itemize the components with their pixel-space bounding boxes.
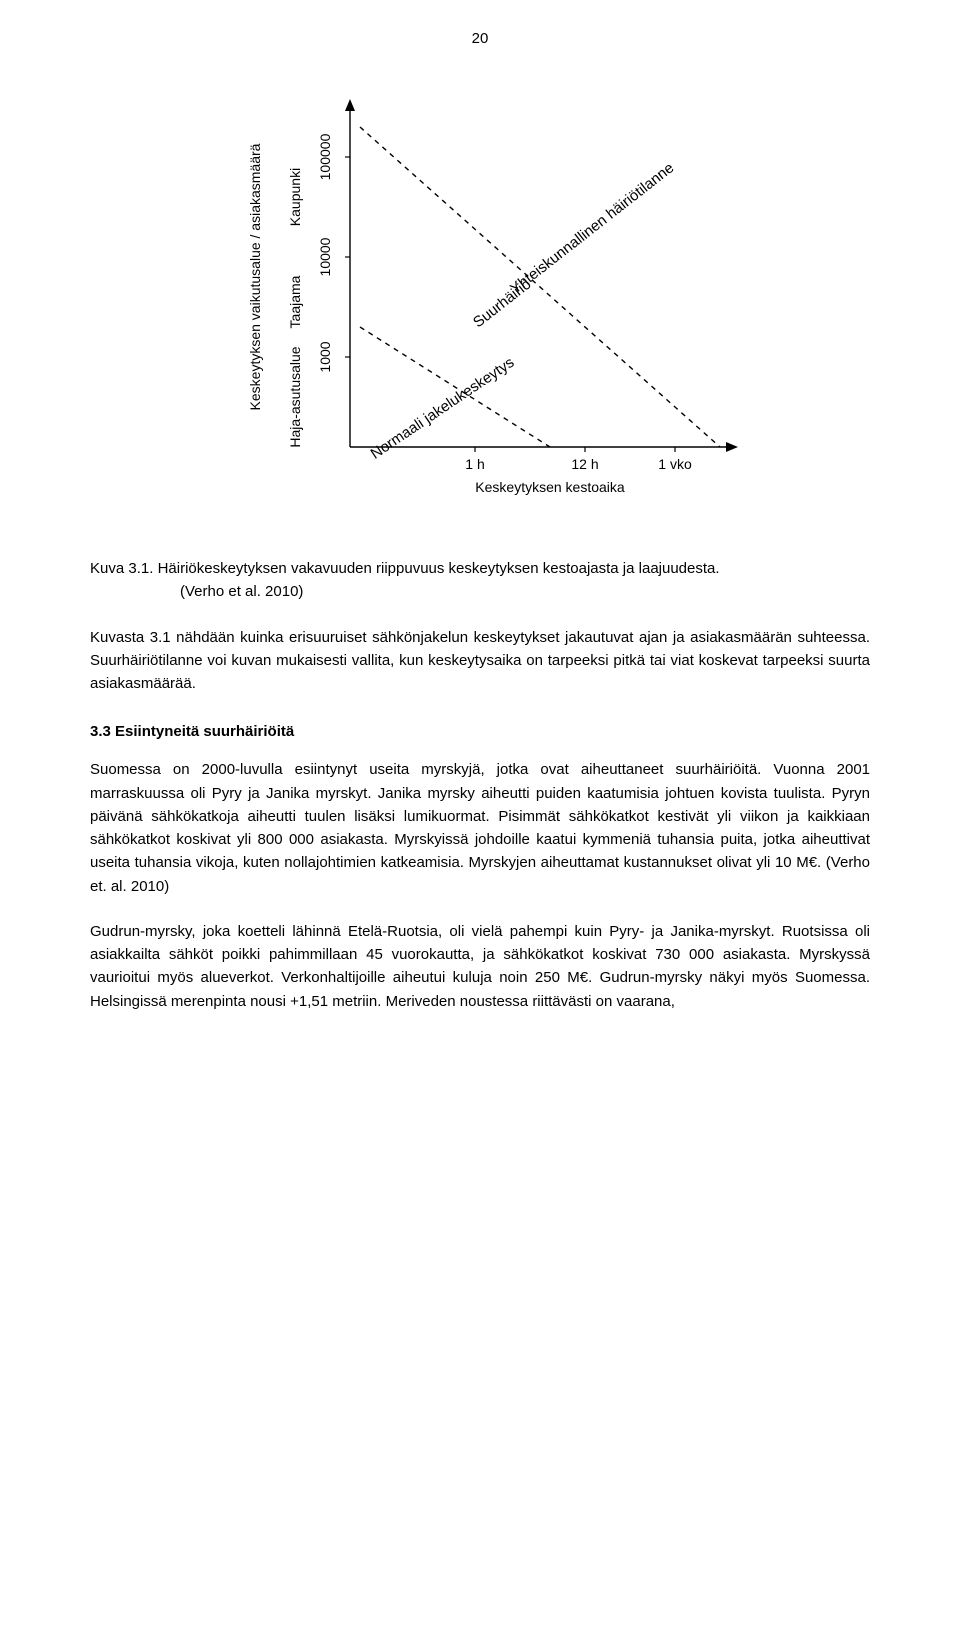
caption-text-2: (Verho et al. 2010) — [90, 580, 870, 603]
x-tick-1vko: 1 vko — [658, 456, 692, 472]
figure-caption: Kuva 3.1. Häiriökeskeytyksen vakavuuden … — [90, 557, 870, 604]
paragraph-1: Kuvasta 3.1 nähdään kuinka erisuuruiset … — [90, 626, 870, 696]
page-number: 20 — [90, 30, 870, 47]
chart-container: 1000 10000 100000 Haja-asutusalue Taajam… — [200, 77, 760, 527]
x-tick-1h: 1 h — [465, 456, 484, 472]
y-axis-label: Keskeytyksen vaikutusalue / asiakasmäärä — [247, 143, 263, 410]
y-tick-100000: 100000 — [317, 133, 333, 180]
region-label-high: Yhteiskunnallinen häiriötilanne — [507, 159, 677, 297]
x-axis-label: Keskeytyksen kestoaika — [475, 479, 625, 495]
y-band-taajama: Taajama — [287, 275, 303, 328]
x-tick-12h: 12 h — [571, 456, 598, 472]
y-band-haja: Haja-asutusalue — [287, 346, 303, 447]
disturbance-chart: 1000 10000 100000 Haja-asutusalue Taajam… — [200, 77, 760, 527]
paragraph-2: Suomessa on 2000-luvulla esiintynyt usei… — [90, 758, 870, 898]
caption-text-1: Häiriökeskeytyksen vakavuuden riippuvuus… — [158, 560, 720, 577]
y-band-kaupunki: Kaupunki — [287, 168, 303, 226]
caption-label: Kuva 3.1. — [90, 560, 153, 577]
y-tick-1000: 1000 — [317, 341, 333, 372]
section-heading: 3.3 Esiintyneitä suurhäiriöitä — [90, 723, 870, 740]
y-tick-10000: 10000 — [317, 237, 333, 276]
paragraph-3: Gudrun-myrsky, joka koetteli lähinnä Ete… — [90, 920, 870, 1013]
